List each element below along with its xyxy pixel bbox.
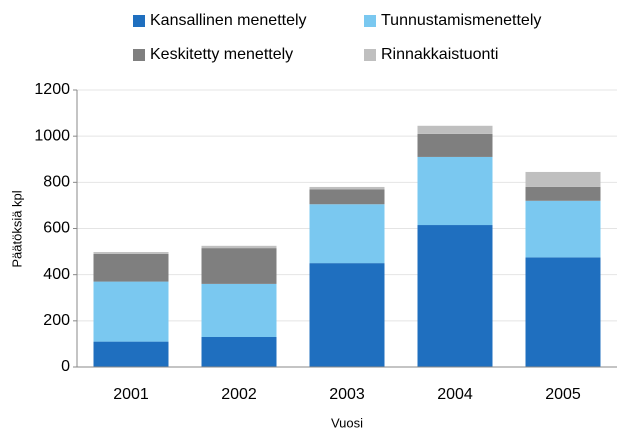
- bar-segment: [201, 248, 277, 284]
- y-tick-label: 600: [43, 220, 70, 237]
- bar-segment: [309, 189, 385, 205]
- bar-segment: [417, 225, 493, 367]
- x-tick-label: 2001: [113, 386, 149, 403]
- bar-segment: [525, 171, 601, 187]
- bar-segment: [309, 186, 385, 190]
- y-tick-label: 1200: [34, 81, 70, 98]
- bar-segment: [525, 200, 601, 258]
- x-tick-label: 2002: [221, 386, 257, 403]
- legend-swatch: [364, 15, 376, 27]
- y-tick-label: 800: [43, 174, 70, 191]
- legend-label: Kansallinen menettely: [150, 12, 307, 29]
- bar-segment: [201, 283, 277, 337]
- x-tick-label: 2004: [437, 386, 473, 403]
- bar-segment: [201, 336, 277, 367]
- legend-label: Tunnustamismenettely: [381, 12, 541, 29]
- y-tick-label: 200: [43, 312, 70, 329]
- bar-segment: [93, 252, 169, 254]
- y-tick-label: 0: [61, 358, 70, 375]
- y-tick-label: 1000: [34, 127, 70, 144]
- legend-label: Rinnakkaistuonti: [381, 46, 498, 63]
- x-axis-label: Vuosi: [331, 415, 363, 430]
- bar-segment: [525, 186, 601, 201]
- x-tick-label: 2005: [545, 386, 581, 403]
- bar-segment: [417, 125, 493, 134]
- legend-label: Keskitetty menettely: [150, 46, 293, 63]
- bar-segment: [417, 156, 493, 226]
- y-tick-label: 400: [43, 266, 70, 283]
- y-axis-label: Päätöksiä kpl: [9, 190, 24, 267]
- bar-segment: [93, 341, 169, 367]
- bar-segment: [525, 257, 601, 367]
- legend-swatch: [133, 49, 145, 61]
- bar-segment: [201, 245, 277, 249]
- bar-segment: [309, 263, 385, 367]
- legend-swatch: [364, 49, 376, 61]
- bar-segment: [417, 133, 493, 157]
- legend-swatch: [133, 15, 145, 27]
- x-tick-label: 2003: [329, 386, 365, 403]
- bar-segment: [309, 204, 385, 264]
- bar-segment: [93, 253, 169, 282]
- bar-segment: [93, 281, 169, 342]
